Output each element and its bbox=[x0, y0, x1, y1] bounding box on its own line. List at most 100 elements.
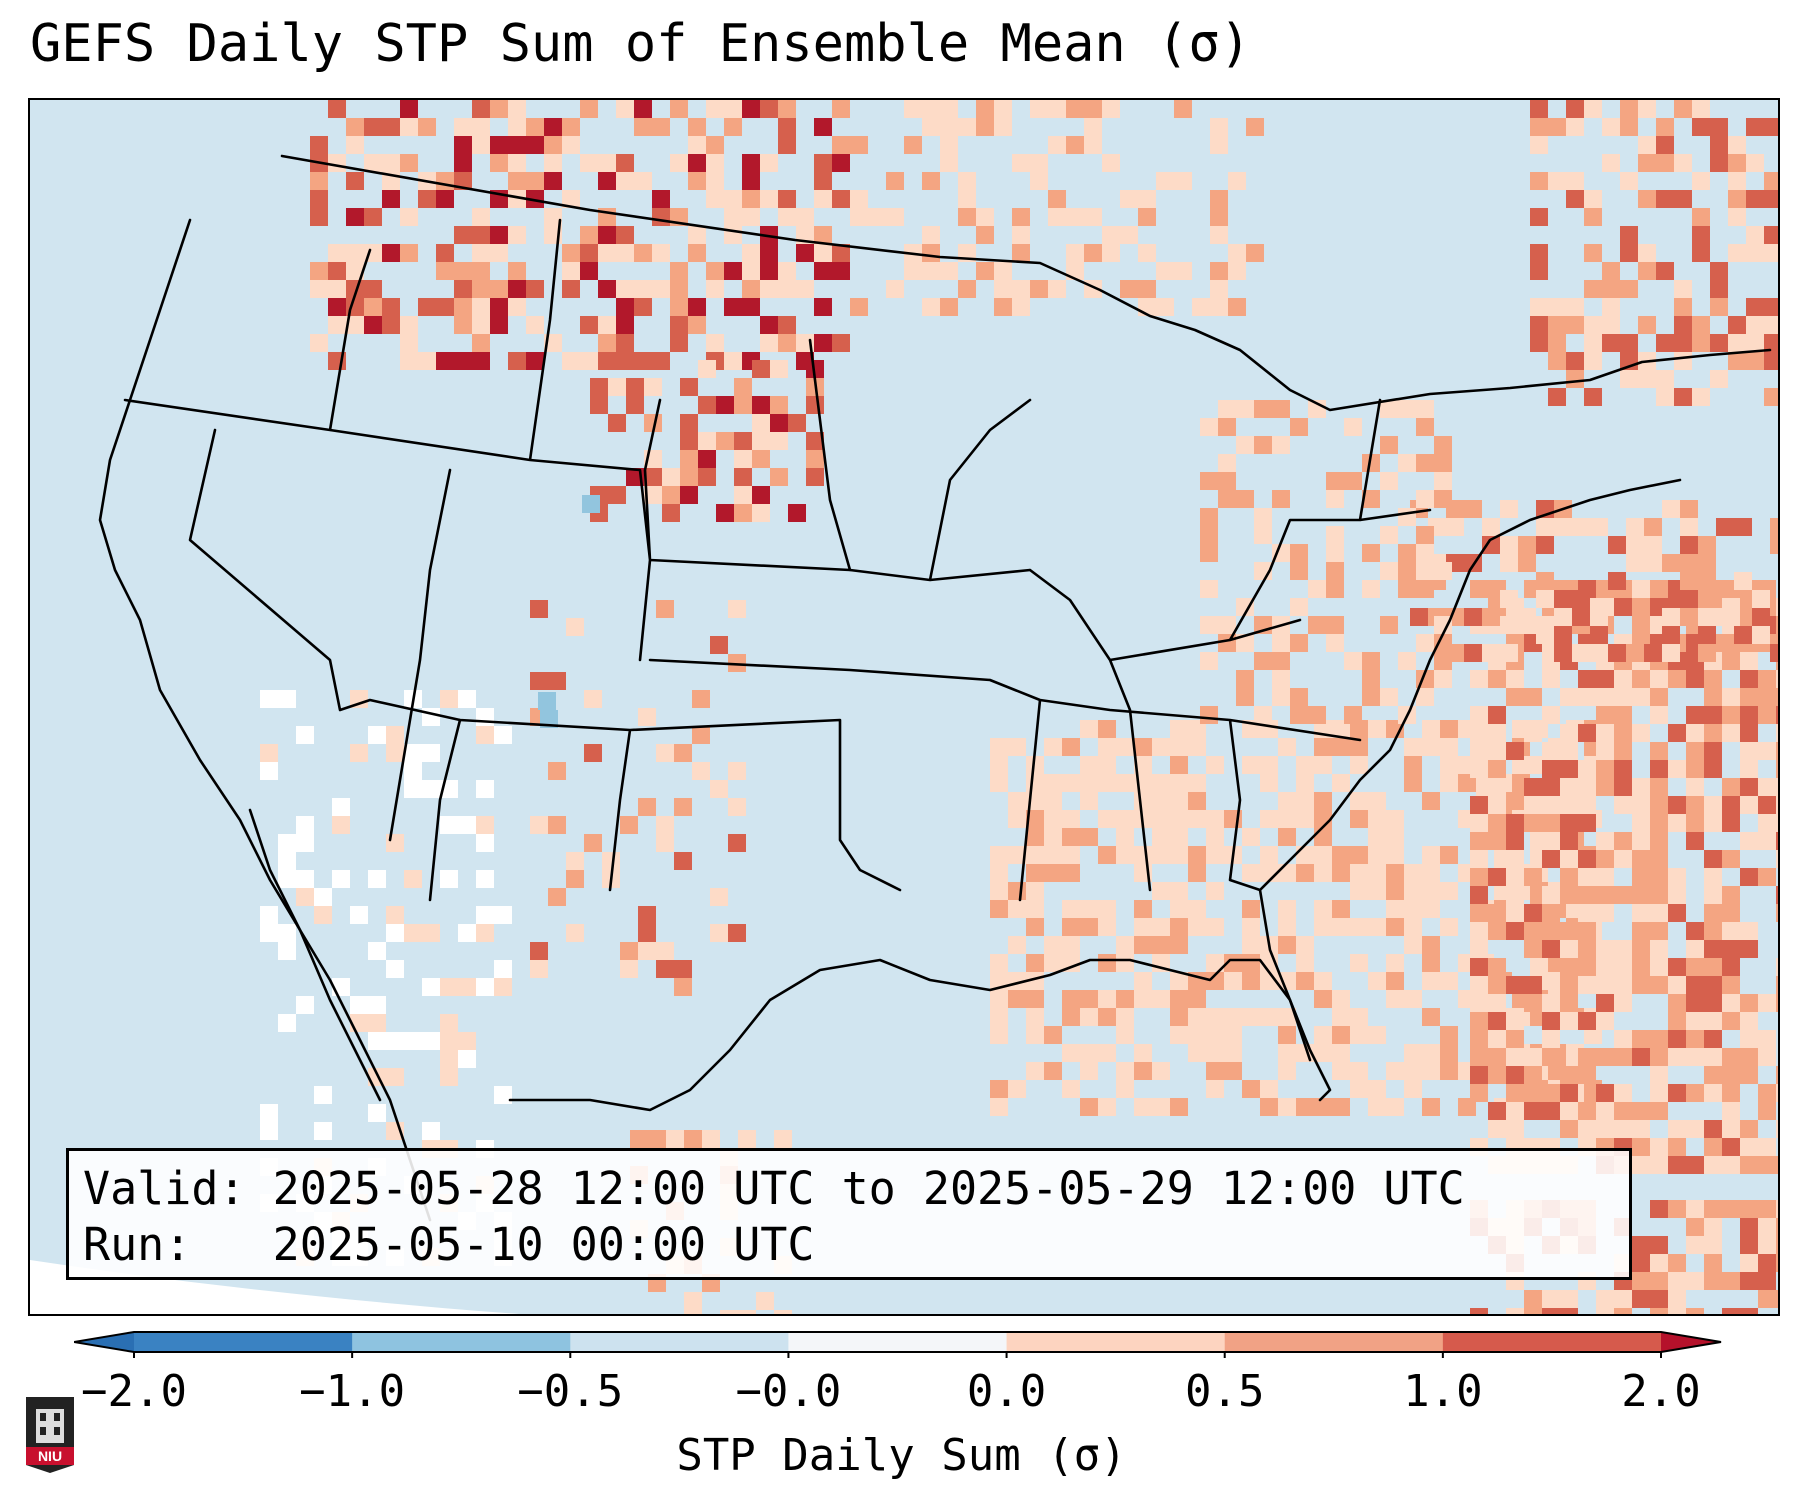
stp-cell bbox=[1170, 846, 1188, 864]
stp-cell bbox=[1704, 1012, 1722, 1030]
stp-cell bbox=[1722, 1120, 1740, 1138]
stp-cell bbox=[1470, 814, 1488, 832]
stp-cell bbox=[1098, 846, 1116, 864]
stp-cell bbox=[1098, 954, 1116, 972]
state-lines bbox=[123, 218, 1432, 902]
stp-cell bbox=[1470, 958, 1488, 976]
stp-cell bbox=[1260, 846, 1278, 864]
stp-cell bbox=[584, 744, 602, 762]
stp-cell bbox=[1722, 1308, 1740, 1314]
stp-cell bbox=[850, 136, 868, 154]
stp-cell bbox=[1776, 1120, 1778, 1138]
stp-cell bbox=[350, 996, 368, 1014]
stp-cell bbox=[1548, 118, 1566, 136]
stp-cell bbox=[706, 172, 724, 190]
stp-cell bbox=[422, 1032, 440, 1050]
stp-cell bbox=[1350, 738, 1368, 756]
stp-cell bbox=[1704, 1156, 1722, 1174]
stp-cell bbox=[346, 262, 364, 280]
stp-cell bbox=[310, 172, 328, 190]
stp-cell bbox=[1008, 846, 1026, 864]
stp-cell bbox=[476, 726, 494, 744]
stp-cell bbox=[1686, 1030, 1704, 1048]
stp-cell bbox=[1530, 334, 1548, 352]
stp-cell bbox=[670, 280, 688, 298]
stp-cell bbox=[1416, 580, 1434, 598]
stp-cell bbox=[1470, 976, 1488, 994]
stp-cell bbox=[1704, 796, 1722, 814]
stp-cell bbox=[508, 352, 526, 370]
stp-cell bbox=[1422, 792, 1440, 810]
stp-cell bbox=[1236, 490, 1254, 508]
stp-cell bbox=[1728, 190, 1746, 208]
stp-cell bbox=[1530, 262, 1548, 280]
stp-cell bbox=[472, 352, 490, 370]
stp-cell bbox=[770, 432, 788, 450]
stp-cell bbox=[472, 280, 490, 298]
stp-cell bbox=[260, 906, 278, 924]
stp-cell bbox=[1098, 810, 1116, 828]
stp-cell bbox=[1530, 118, 1548, 136]
stp-cell bbox=[1614, 706, 1632, 724]
stp-cell bbox=[674, 744, 692, 762]
stp-cell bbox=[346, 244, 364, 262]
stp-cell bbox=[1692, 100, 1710, 118]
stp-cell bbox=[1674, 280, 1692, 298]
stp-cell bbox=[1210, 262, 1228, 280]
stp-cell bbox=[1170, 756, 1188, 774]
stp-cell bbox=[1470, 1084, 1488, 1102]
stp-cell bbox=[832, 262, 850, 280]
stp-cell bbox=[1650, 778, 1668, 796]
stp-cell bbox=[1650, 1308, 1668, 1314]
colorbar-bin bbox=[134, 1332, 353, 1352]
stp-cell bbox=[1596, 1084, 1614, 1102]
stp-cell bbox=[706, 280, 724, 298]
stp-cell bbox=[1758, 814, 1776, 832]
stp-cell bbox=[598, 334, 616, 352]
stp-cell bbox=[1470, 796, 1488, 814]
stp-cell bbox=[770, 360, 788, 378]
stp-cell bbox=[1272, 544, 1290, 562]
stp-cell bbox=[386, 960, 404, 978]
stp-cell bbox=[1188, 864, 1206, 882]
stp-cell bbox=[590, 396, 608, 414]
stp-cell bbox=[476, 816, 494, 834]
stp-cell bbox=[1026, 774, 1044, 792]
stp-cell bbox=[1758, 688, 1776, 706]
stp-cell bbox=[1596, 1120, 1614, 1138]
stp-cell bbox=[1102, 244, 1120, 262]
stp-cell bbox=[1722, 904, 1740, 922]
stp-cell bbox=[1228, 244, 1246, 262]
stp-cell bbox=[1314, 990, 1332, 1008]
stp-cell bbox=[476, 834, 494, 852]
stp-cell bbox=[1704, 922, 1722, 940]
stp-cell bbox=[1200, 706, 1218, 724]
stp-cell bbox=[1632, 724, 1650, 742]
stp-cell bbox=[1048, 280, 1066, 298]
stp-cell bbox=[1542, 670, 1560, 688]
stp-cell bbox=[716, 396, 734, 414]
stp-cell bbox=[260, 1122, 278, 1140]
stp-cell bbox=[404, 924, 422, 942]
stp-cell bbox=[1686, 922, 1704, 940]
stp-cell bbox=[688, 244, 706, 262]
stp-cell bbox=[1632, 814, 1650, 832]
stp-cell bbox=[1728, 154, 1746, 172]
stp-cell bbox=[788, 414, 806, 432]
stp-cell bbox=[1632, 940, 1650, 958]
stp-cell bbox=[1044, 792, 1062, 810]
stp-cell bbox=[1488, 1102, 1506, 1120]
stp-cell bbox=[1686, 742, 1704, 760]
stp-cell bbox=[1314, 864, 1332, 882]
stp-cell bbox=[1776, 1236, 1778, 1254]
stp-cell bbox=[1758, 670, 1776, 688]
stp-cell bbox=[526, 190, 544, 208]
stp-cell bbox=[1368, 1098, 1386, 1116]
stp-cell bbox=[1776, 616, 1778, 634]
stp-cell bbox=[1350, 1080, 1368, 1098]
stp-cell bbox=[1386, 990, 1404, 1008]
stp-cell bbox=[1434, 652, 1452, 670]
stp-cell bbox=[1278, 810, 1296, 828]
stp-cell bbox=[674, 852, 692, 870]
stp-cell bbox=[1134, 1098, 1152, 1116]
